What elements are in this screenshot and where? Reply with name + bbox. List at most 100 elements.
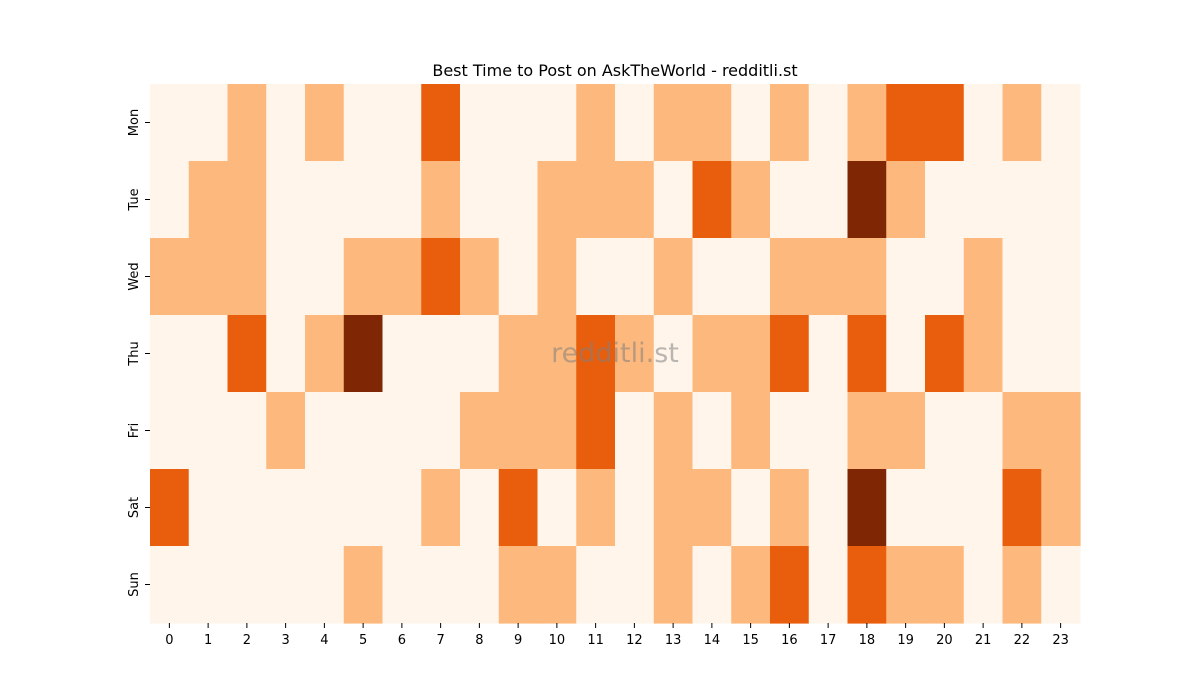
heatmap-cell-sat-0 <box>150 469 190 547</box>
heatmap-cell-sun-11 <box>576 546 616 624</box>
heatmap-cell-sun-12 <box>615 546 655 624</box>
heatmap-cell-sun-20 <box>925 546 965 624</box>
heatmap-cell-mon-21 <box>963 84 1004 162</box>
y-tick-label: Wed <box>127 262 142 290</box>
heatmap-cell-sat-9 <box>498 469 539 547</box>
heatmap-cell-tue-22 <box>1002 161 1042 239</box>
x-tick-label: 10 <box>549 633 566 648</box>
x-tick-label: 11 <box>587 633 604 648</box>
x-tick-label: 17 <box>820 633 837 648</box>
x-tick-label: 0 <box>165 633 173 648</box>
heatmap-cell-sat-12 <box>615 469 655 547</box>
heatmap-cell-sun-21 <box>963 546 1004 624</box>
heatmap-cell-wed-9 <box>498 238 539 316</box>
x-tick-label: 12 <box>626 633 643 648</box>
heatmap-cell-tue-17 <box>808 161 849 239</box>
heatmap-cell-thu-21 <box>963 315 1004 393</box>
heatmap-cell-sat-5 <box>343 469 384 547</box>
x-tick-label: 9 <box>514 633 522 648</box>
x-axis-ticks: 0 1 2 3 4 5 6 7 8 9 10 11 12 13 14 15 16 17 18 19 20 21 22 23 <box>165 623 1069 648</box>
y-tick-label: Tue <box>127 188 142 211</box>
heatmap-cell-tue-18 <box>847 161 887 239</box>
heatmap-cell-sat-2 <box>227 469 267 547</box>
heatmap-cell-thu-11 <box>576 315 616 393</box>
heatmap-cell-fri-7 <box>421 392 461 470</box>
heatmap-cell-thu-6 <box>382 315 422 393</box>
heatmap-cell-sat-19 <box>886 469 926 547</box>
heatmap-cell-tue-8 <box>460 161 500 239</box>
x-tick-label: 15 <box>742 633 759 648</box>
heatmap-cell-fri-9 <box>498 392 539 470</box>
heatmap-cell-mon-17 <box>808 84 849 162</box>
heatmap-cell-wed-7 <box>421 238 461 316</box>
x-tick-label: 1 <box>204 633 212 648</box>
x-tick-label: 21 <box>975 633 992 648</box>
heatmap-cell-tue-23 <box>1041 161 1081 239</box>
heatmap-cell-tue-19 <box>886 161 926 239</box>
heatmap-cell-thu-5 <box>343 315 384 393</box>
heatmap-cell-tue-9 <box>498 161 539 239</box>
heatmap-cell-mon-1 <box>188 84 229 162</box>
heatmap-cells <box>150 84 1081 624</box>
heatmap-cell-mon-7 <box>421 84 461 162</box>
heatmap-cell-mon-4 <box>305 84 345 162</box>
heatmap-cell-wed-8 <box>460 238 500 316</box>
heatmap-cell-sun-7 <box>421 546 461 624</box>
x-tick-label: 20 <box>936 633 953 648</box>
heatmap-cell-tue-4 <box>305 161 345 239</box>
heatmap-cell-tue-16 <box>770 161 810 239</box>
heatmap-cell-fri-4 <box>305 392 345 470</box>
heatmap-cell-sun-9 <box>498 546 539 624</box>
y-tick-label: Thu <box>127 341 142 366</box>
heatmap-cell-sat-7 <box>421 469 461 547</box>
heatmap-cell-sat-10 <box>537 469 577 547</box>
heatmap-cell-sun-2 <box>227 546 267 624</box>
heatmap-cell-thu-23 <box>1041 315 1081 393</box>
x-tick-label: 19 <box>897 633 914 648</box>
heatmap-cell-sat-8 <box>460 469 500 547</box>
x-tick-label: 2 <box>243 633 251 648</box>
x-tick-label: 7 <box>436 633 444 648</box>
heatmap-cell-wed-19 <box>886 238 926 316</box>
heatmap-cell-tue-15 <box>731 161 771 239</box>
heatmap-cell-tue-2 <box>227 161 267 239</box>
heatmap-cell-wed-20 <box>925 238 965 316</box>
heatmap-cell-tue-5 <box>343 161 384 239</box>
heatmap-cell-fri-17 <box>808 392 849 470</box>
heatmap-cell-thu-4 <box>305 315 345 393</box>
heatmap-cell-sat-22 <box>1002 469 1042 547</box>
heatmap-cell-thu-0 <box>150 315 190 393</box>
heatmap-cell-sat-6 <box>382 469 422 547</box>
heatmap-cell-tue-20 <box>925 161 965 239</box>
heatmap-cell-thu-10 <box>537 315 577 393</box>
heatmap-cell-mon-0 <box>150 84 190 162</box>
heatmap-cell-sun-18 <box>847 546 887 624</box>
heatmap-cell-fri-2 <box>227 392 267 470</box>
heatmap-cell-thu-17 <box>808 315 849 393</box>
heatmap-cell-mon-12 <box>615 84 655 162</box>
heatmap-cell-tue-11 <box>576 161 616 239</box>
x-tick-label: 22 <box>1014 633 1031 648</box>
heatmap-cell-thu-15 <box>731 315 771 393</box>
heatmap-cell-sat-16 <box>770 469 810 547</box>
heatmap-cell-mon-22 <box>1002 84 1042 162</box>
heatmap-cell-mon-3 <box>266 84 306 162</box>
x-tick-label: 5 <box>359 633 367 648</box>
x-tick-label: 8 <box>475 633 483 648</box>
heatmap-cell-fri-16 <box>770 392 810 470</box>
heatmap-cell-sun-6 <box>382 546 422 624</box>
heatmap-cell-tue-12 <box>615 161 655 239</box>
heatmap-cell-wed-6 <box>382 238 422 316</box>
y-tick-label: Sun <box>127 572 142 597</box>
heatmap-cell-wed-15 <box>731 238 771 316</box>
heatmap-cell-fri-15 <box>731 392 771 470</box>
heatmap-cell-sat-3 <box>266 469 306 547</box>
heatmap-cell-thu-16 <box>770 315 810 393</box>
x-tick-label: 13 <box>665 633 682 648</box>
heatmap-cell-fri-1 <box>188 392 229 470</box>
heatmap-cell-wed-4 <box>305 238 345 316</box>
heatmap-cell-sat-11 <box>576 469 616 547</box>
heatmap-cell-sun-1 <box>188 546 229 624</box>
x-tick-label: 18 <box>859 633 876 648</box>
heatmap-cell-mon-9 <box>498 84 539 162</box>
